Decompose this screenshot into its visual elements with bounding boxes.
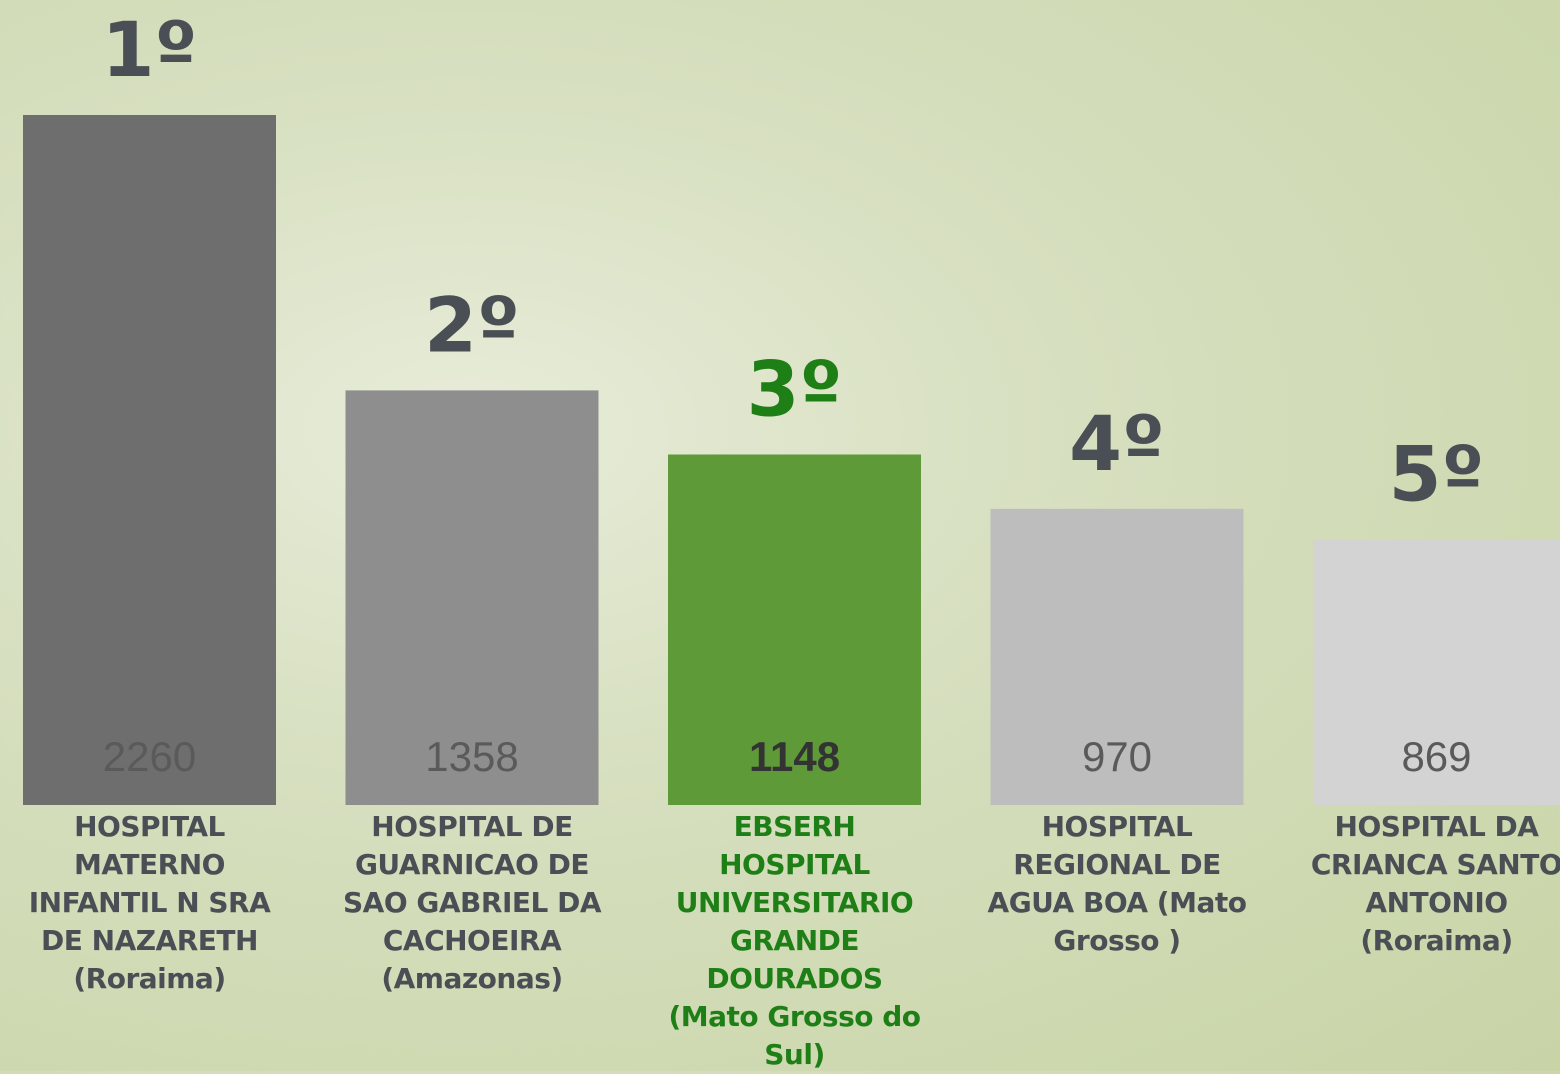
value-label: 2260	[103, 733, 196, 780]
bar	[23, 115, 276, 805]
value-label: 1148	[749, 733, 840, 780]
rank-label: 4º	[1069, 399, 1165, 488]
category-label: HOSPITAL DE GUARNICAO DE SAO GABRIEL DA …	[342, 808, 602, 998]
rank-label: 5º	[1389, 430, 1485, 519]
value-label: 1358	[425, 733, 518, 780]
category-label: HOSPITAL DA CRIANCA SANTO ANTONIO (Rorai…	[1307, 808, 1560, 960]
rank-label: 3º	[747, 344, 843, 433]
value-label: 869	[1401, 733, 1471, 780]
category-label: EBSERH HOSPITAL UNIVERSITARIO GRANDE DOU…	[665, 808, 925, 1074]
rank-label: 1º	[102, 5, 198, 94]
category-label: HOSPITAL REGIONAL DE AGUA BOA (Mato Gros…	[987, 808, 1247, 960]
category-label: HOSPITAL MATERNO INFANTIL N SRA DE NAZAR…	[20, 808, 280, 998]
value-label: 970	[1082, 733, 1152, 780]
rank-label: 2º	[424, 280, 520, 369]
page: 1º22602º13583º11484º9705º869 (() => { co…	[0, 0, 1560, 1071]
